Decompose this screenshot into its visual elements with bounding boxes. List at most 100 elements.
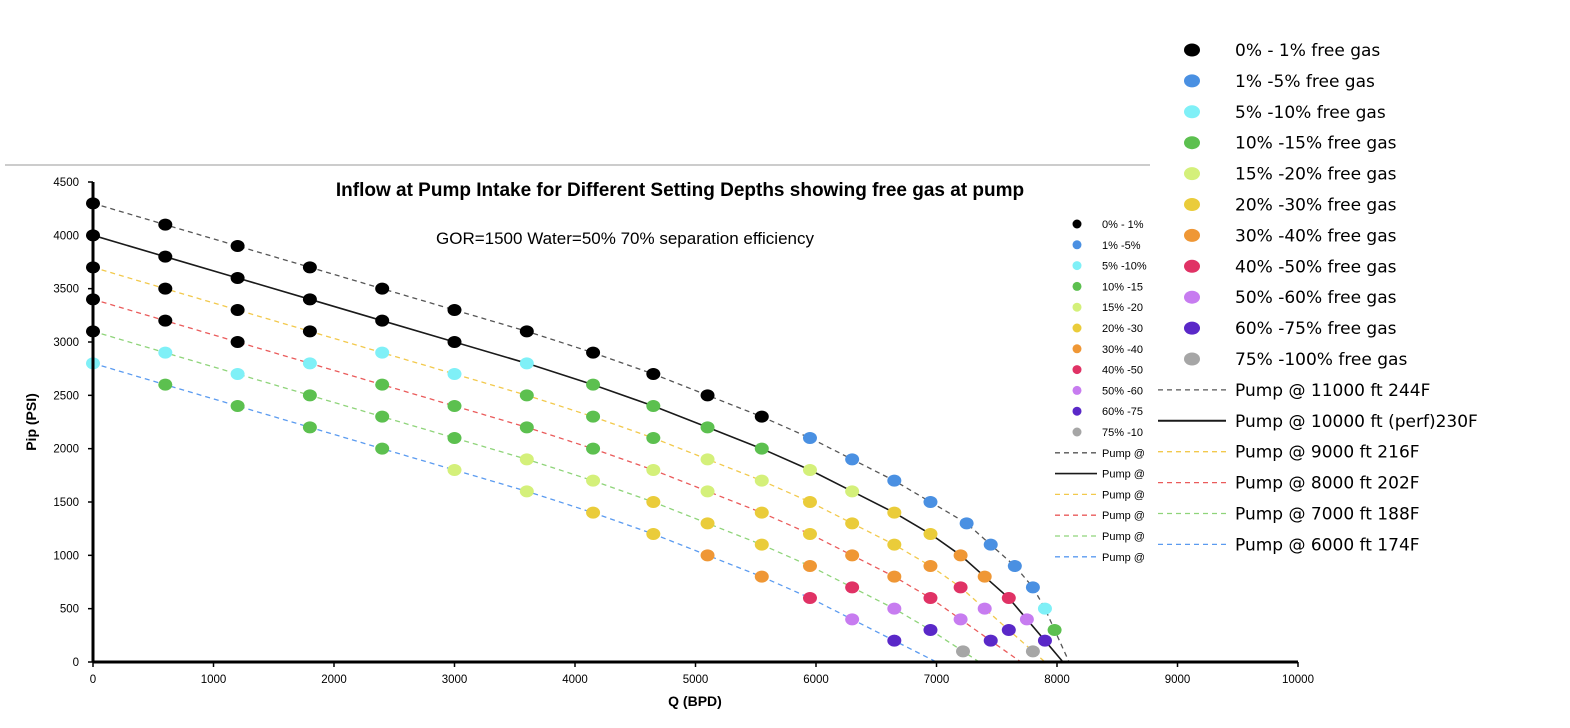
data-point: [375, 314, 390, 327]
legend-marker: [1072, 385, 1082, 395]
series-line: [92, 298, 1022, 663]
legend-label: Pump @: [1102, 448, 1145, 460]
data-point: [754, 474, 769, 487]
data-point: [845, 613, 860, 626]
legend-marker: [1184, 167, 1200, 181]
data-point: [1025, 645, 1040, 658]
data-point: [923, 592, 938, 604]
chart-subtitle: GOR=1500 Water=50% 70% separation effici…: [436, 229, 814, 248]
data-point: [375, 442, 390, 455]
data-point: [519, 453, 534, 466]
legend-label: 15% -20% free gas: [1235, 165, 1397, 185]
legend-marker: [1072, 240, 1082, 250]
legend-small: 0% - 1% 1% -5% 5% -10% 10% -15 15% -20 20% -3…: [1055, 219, 1147, 564]
data-point: [230, 368, 245, 380]
legend-label: 60% -75% free gas: [1235, 319, 1397, 339]
legend-label: 50% -60: [1102, 385, 1143, 397]
data-point: [845, 581, 860, 594]
data-point: [519, 325, 534, 338]
legend-label: 0% - 1%: [1102, 219, 1144, 231]
legend-marker: [1072, 365, 1082, 375]
x-tick-label: 0: [90, 674, 96, 686]
legend-label: 20% -30: [1102, 323, 1143, 335]
data-point: [983, 634, 998, 647]
legend-label: Pump @: [1102, 531, 1145, 543]
data-point: [700, 549, 715, 562]
data-point: [700, 421, 715, 434]
y-tick-label: 4500: [53, 177, 79, 189]
legend-marker: [1184, 290, 1200, 304]
series-line: [92, 266, 1046, 663]
data-point: [230, 400, 245, 412]
legend-label: 1% -5%: [1102, 240, 1141, 252]
legend-marker: [1184, 136, 1200, 150]
data-point: [1037, 602, 1052, 615]
plot-area: [86, 197, 1070, 663]
data-point: [1001, 592, 1016, 604]
data-point: [1007, 560, 1022, 572]
data-point: [887, 570, 902, 583]
data-point: [230, 304, 245, 316]
data-point: [586, 378, 601, 391]
data-point: [586, 346, 601, 359]
x-tick-label: 1000: [201, 674, 227, 686]
legend-label: 60% -75: [1102, 406, 1143, 418]
legend-label: Pump @ 10000 ft (perf)230F: [1235, 412, 1478, 432]
legend-label: 5% -10% free gas: [1235, 103, 1386, 123]
data-point: [959, 517, 974, 530]
data-point: [447, 304, 462, 316]
legend-marker: [1072, 219, 1082, 229]
legend-marker: [1072, 323, 1082, 333]
legend-label: 75% -100% free gas: [1235, 350, 1407, 370]
y-tick-label: 0: [73, 657, 79, 669]
data-point: [158, 314, 173, 327]
x-tick-label: 9000: [1165, 674, 1191, 686]
data-point: [646, 496, 661, 508]
data-point: [586, 410, 601, 423]
series-line: [92, 202, 1070, 663]
data-point: [887, 506, 902, 519]
data-point: [586, 506, 601, 519]
data-point: [802, 560, 817, 572]
data-point: [302, 389, 317, 402]
legend-label: Pump @ 9000 ft 216F: [1235, 443, 1420, 463]
data-point: [646, 432, 661, 444]
data-point: [845, 485, 860, 498]
data-point: [754, 506, 769, 519]
data-point: [158, 250, 173, 263]
y-tick-label: 4000: [53, 230, 79, 242]
y-tick-label: 1500: [53, 497, 79, 509]
data-point: [447, 464, 462, 476]
data-point: [302, 325, 317, 338]
data-point: [700, 453, 715, 466]
data-point: [802, 464, 817, 476]
data-point: [802, 496, 817, 508]
data-point: [953, 581, 968, 594]
data-point: [230, 336, 245, 348]
data-point: [302, 357, 317, 370]
y-tick-label: 3500: [53, 284, 79, 296]
chart-title: Inflow at Pump Intake for Different Sett…: [336, 180, 1024, 201]
data-point: [158, 378, 173, 391]
data-point: [700, 485, 715, 498]
data-point: [158, 282, 173, 295]
legend-label: 10% -15: [1102, 281, 1143, 293]
legend-marker: [1184, 321, 1200, 335]
data-point: [230, 272, 245, 284]
data-point: [887, 602, 902, 615]
data-point: [1025, 581, 1040, 594]
series-lines: [92, 202, 1070, 663]
data-point: [519, 421, 534, 434]
data-point: [802, 528, 817, 540]
legend-label: 40% -50% free gas: [1235, 257, 1397, 277]
y-tick-label: 1000: [53, 550, 79, 562]
y-tick-label: 500: [60, 604, 79, 616]
legend-label: 40% -50: [1102, 365, 1143, 377]
data-point: [700, 389, 715, 402]
data-point: [375, 378, 390, 391]
legend-marker: [1072, 302, 1082, 312]
legend-background: [1150, 28, 1570, 568]
data-point: [519, 389, 534, 402]
data-point: [1047, 624, 1062, 636]
legend-label: 0% - 1% free gas: [1235, 41, 1380, 61]
